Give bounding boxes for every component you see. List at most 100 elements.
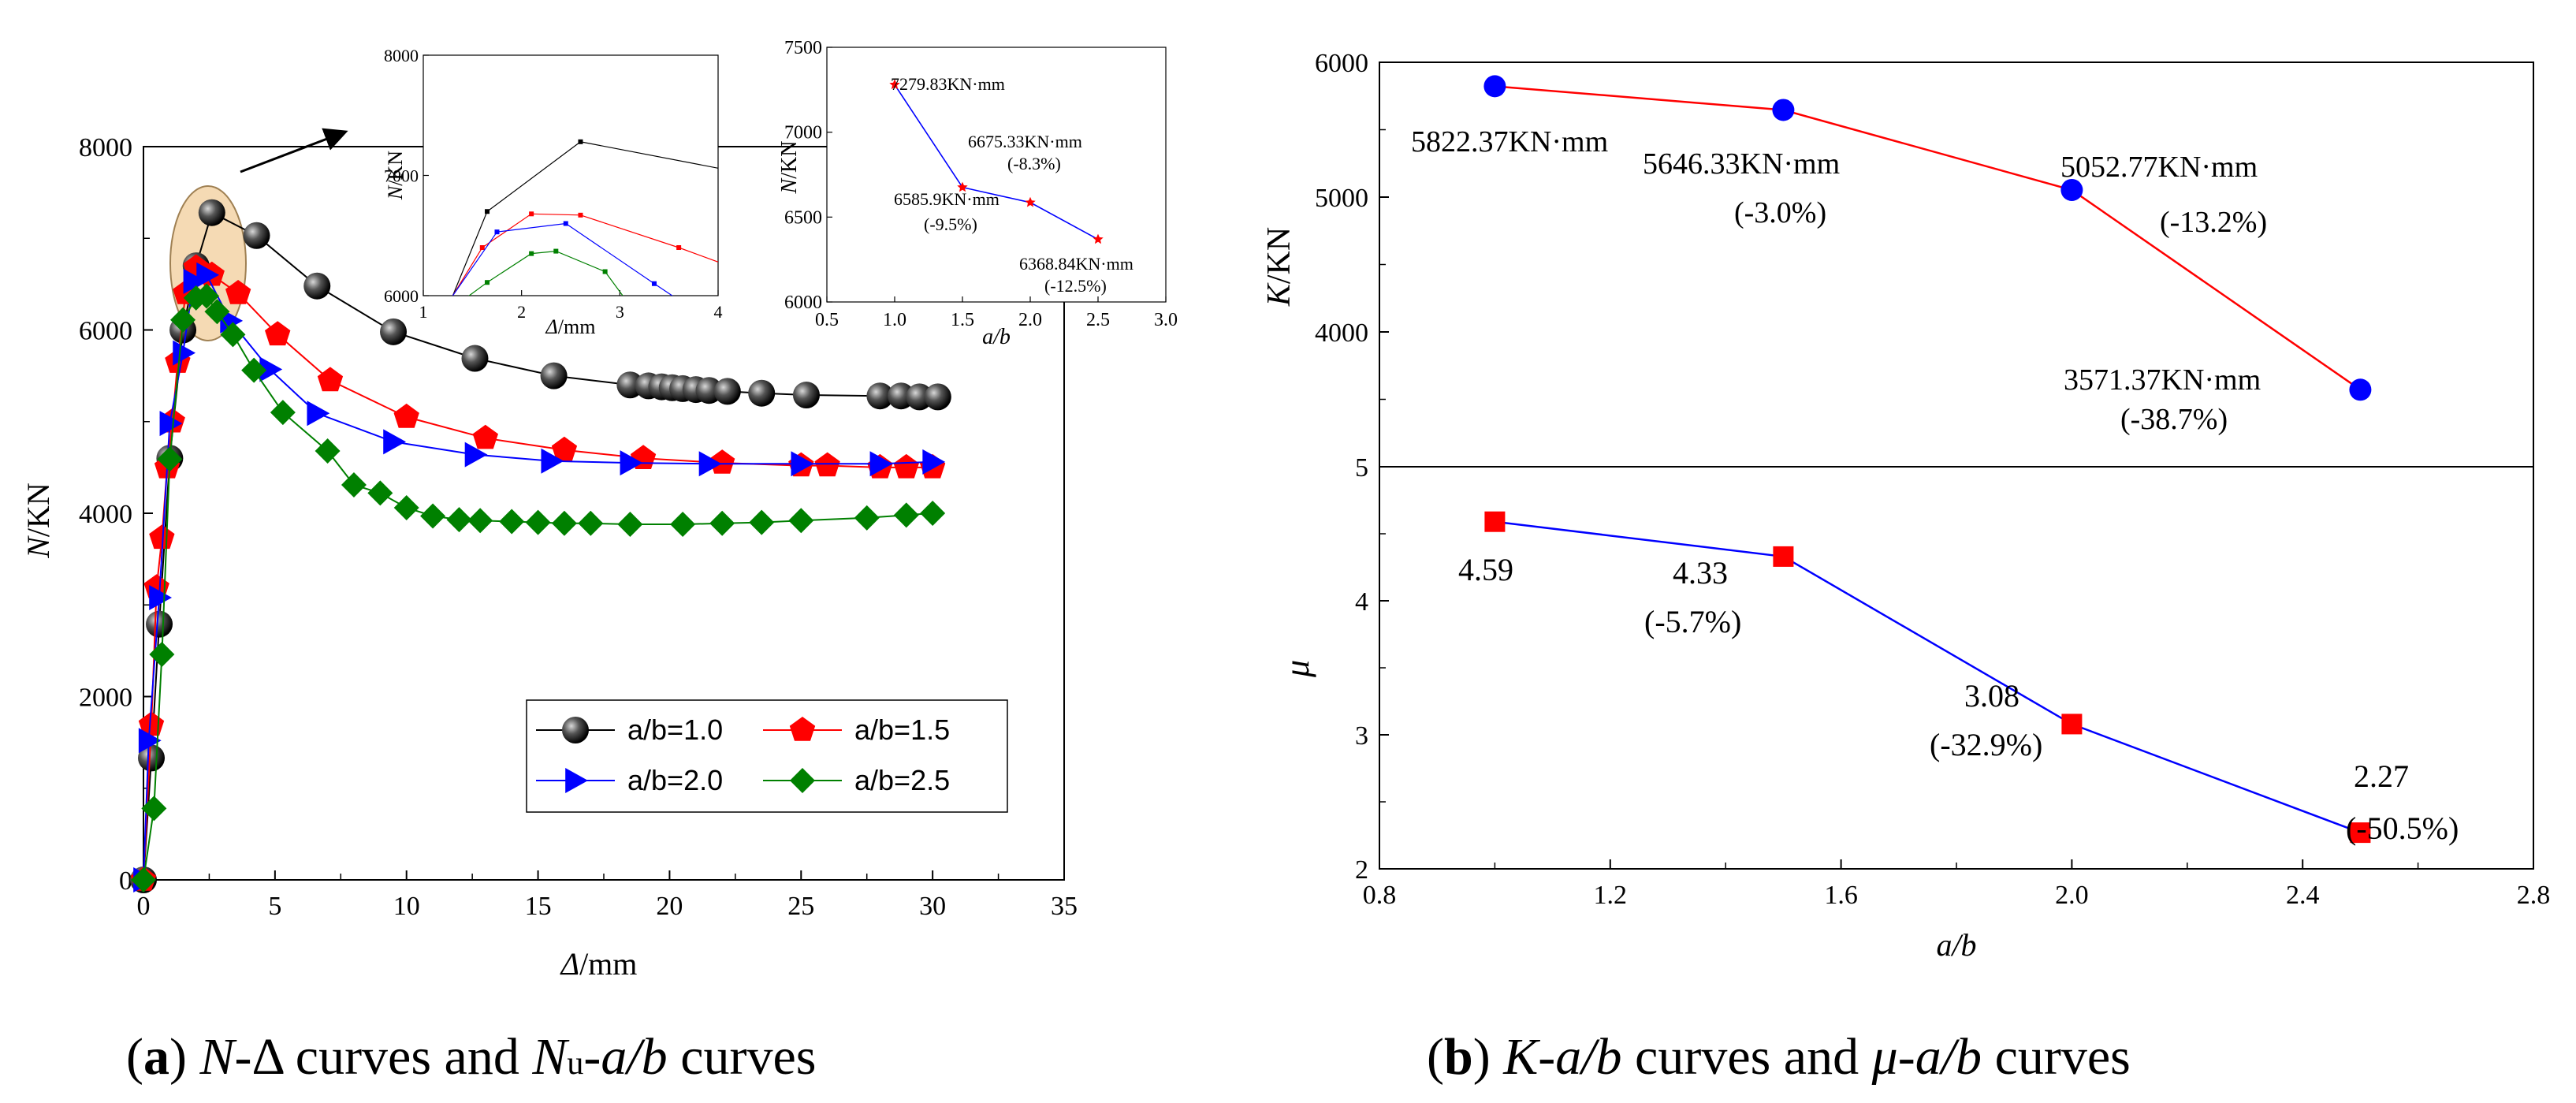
main-y-tick-label: 0: [119, 866, 132, 896]
main-data-point: [893, 453, 919, 479]
nu-data-point: [1093, 233, 1104, 244]
main-data-point: [854, 505, 880, 531]
main-data-point: [792, 382, 820, 409]
main-data-point: [698, 451, 722, 477]
inset-nu-series: 7279.83KN·mm 6675.33KN·mm (-8.3%) 6585.9KN·…: [889, 74, 1134, 296]
b-bottom-y-tick-label: 2: [1355, 855, 1368, 885]
main-data-point: [541, 448, 564, 474]
b-top-y-tick-label: 4000: [1315, 319, 1368, 348]
main-data-point: [446, 507, 472, 533]
inset-nu-frame: [826, 47, 1167, 303]
legend-item: a/b=2.0: [536, 764, 723, 796]
main-data-point: [893, 502, 919, 528]
b-x-tick-label: 2.0: [2055, 881, 2089, 910]
main-data-point: [713, 378, 741, 405]
main-data-point: [315, 438, 341, 464]
nu-value-label: 6675.33KN·mm: [968, 132, 1082, 151]
nu-y-tick-label: 6000: [784, 293, 822, 313]
main-y-tick-label: 6000: [79, 317, 132, 346]
zoom-x-tick-label: 4: [714, 302, 723, 322]
nu-value-label: 7279.83KN·mm: [891, 74, 1005, 94]
main-axes: 0 5 10 15 20 25 30 35 0 2000 4000 6000 8000 Δ/mm N/KN: [20, 133, 1078, 982]
b-x-tick-label: 2.8: [2517, 881, 2551, 910]
b-x-tick-label: 1.6: [1824, 881, 1858, 910]
main-data-point: [709, 449, 735, 474]
inset-zoom-frame: [423, 54, 719, 296]
main-data-point: [924, 383, 951, 411]
b-bottom-line: [1495, 520, 2361, 834]
b-bottom-data-point: [1484, 511, 1506, 532]
b-bottom-data-point: [2350, 822, 2371, 844]
main-data-point: [131, 867, 156, 892]
nu-value-label: 6368.84KN·mm: [1019, 254, 1134, 274]
inset-zoom-series: [452, 139, 718, 296]
main-y-axis-label: N/KN: [20, 483, 56, 559]
zoom-series-4: [468, 248, 624, 296]
main-data-point: [420, 503, 446, 529]
main-data-point: [380, 318, 408, 345]
zoom-data-point: [578, 212, 583, 218]
zoom-data-point: [553, 248, 559, 254]
zoom-data-point: [529, 211, 534, 217]
zoom-y-tick-label: 8000: [384, 46, 419, 65]
zoom-x-tick-label: 3: [616, 302, 624, 322]
main-data-point: [748, 379, 776, 407]
legend-marker: [789, 717, 816, 741]
main-data-point: [225, 280, 251, 304]
main-data-point: [525, 509, 551, 535]
main-data-point: [461, 345, 489, 372]
panel-b: 4000 5000 6000 2 3 4 5 0.8 1.2 1.6 2.0 2.4 2.8 a/b K/K…: [1261, 49, 2550, 963]
panel-b-axes: 4000 5000 6000 2 3 4 5 0.8 1.2 1.6 2.0 2.4 2.8 a/b K/K…: [1261, 49, 2550, 963]
main-data-point: [149, 642, 175, 668]
zoom-data-point: [485, 209, 490, 214]
b-top-value-label: 3571.37KN·mm: [2064, 363, 2261, 397]
legend-marker: [562, 717, 589, 743]
main-series-4: [131, 283, 946, 892]
zoom-series-2: [452, 211, 718, 296]
main-y-tick-label: 4000: [79, 500, 132, 529]
inset-nu-chart: 0.5 1.0 1.5 2.0 2.5 3.0 6000 6500 7000 7500 a/b N/K…: [777, 38, 1178, 349]
main-y-tick-label: 2000: [79, 684, 132, 713]
main-data-point: [791, 451, 814, 477]
main-series-3: [133, 262, 946, 892]
b-top-pct-label: (-13.2%): [2160, 206, 2267, 239]
main-y-tick-label: 8000: [79, 133, 132, 162]
main-data-point: [551, 510, 577, 536]
panel-b-series: 5822.37KN·mm 5646.33KN·mm (-3.0%) 5052.77KN…: [1411, 75, 2459, 846]
main-data-point: [788, 508, 814, 534]
zoom-data-point: [602, 269, 608, 274]
main-data-point: [866, 382, 894, 410]
zoom-series-line: [452, 141, 718, 296]
b-bottom-data-point: [1773, 546, 1794, 567]
main-data-point: [869, 451, 893, 477]
zoom-x-tick-label: 2: [517, 302, 526, 322]
main-series-group: [130, 199, 951, 893]
b-x-axis-label: a/b: [1936, 927, 1976, 963]
zoom-series-line: [452, 213, 718, 296]
nu-y-axis-label: N/KN: [777, 141, 802, 195]
nu-y-tick-label: 7500: [784, 38, 822, 58]
b-bottom-value-label: 4.59: [1458, 552, 1513, 587]
nu-x-tick-label: 1.0: [883, 310, 906, 330]
zoom-x-axis-label: Δ/mm: [545, 315, 596, 338]
main-data-point: [198, 199, 225, 226]
b-top-data-point: [1772, 99, 1795, 121]
main-data-point: [467, 508, 493, 534]
main-data-point: [307, 401, 330, 427]
b-bottom-data-point: [2061, 714, 2083, 735]
main-data-point: [920, 501, 946, 526]
main-x-tick-label: 5: [268, 892, 281, 921]
b-top-pct-label: (-3.0%): [1734, 196, 1826, 229]
main-data-point: [138, 744, 166, 772]
main-data-point: [617, 511, 643, 537]
main-x-tick-label: 25: [787, 892, 814, 921]
nu-x-axis-label: a/b: [982, 325, 1011, 349]
panel-a: 0 5 10 15 20 25 30 3502000400060008000Δ/mmN/KN …: [20, 38, 1178, 982]
main-data-point: [317, 367, 344, 392]
main-data-point: [472, 424, 498, 449]
b-top-data-point: [2349, 378, 2372, 401]
nu-x-tick-label: 1.5: [951, 310, 974, 330]
main-data-point: [620, 450, 643, 476]
main-data-point: [551, 436, 578, 461]
